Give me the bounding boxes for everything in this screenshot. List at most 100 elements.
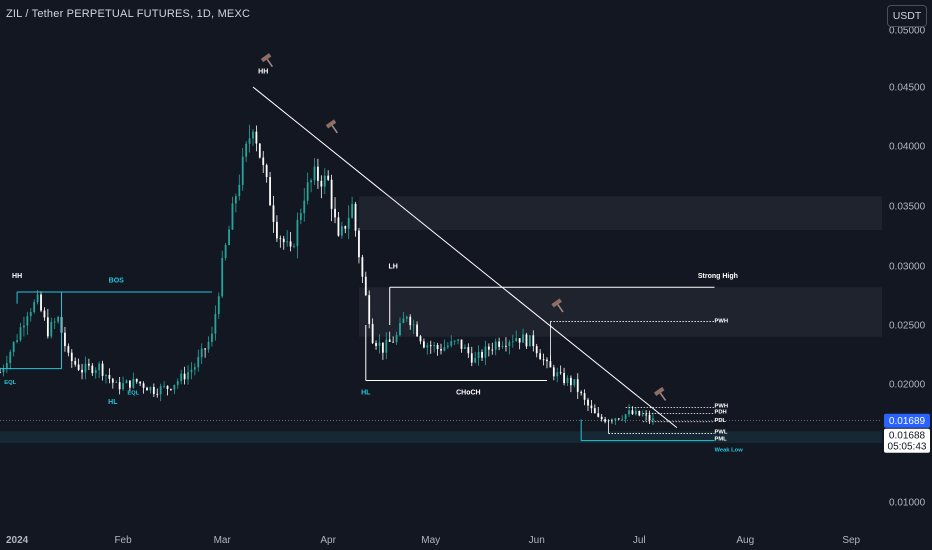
candle-body — [50, 321, 53, 337]
candle-body — [43, 310, 46, 318]
time-tick: Jul — [633, 535, 646, 546]
candle-body — [118, 382, 121, 390]
hammer-icon — [653, 386, 667, 401]
candle-body — [556, 372, 559, 377]
candle-body — [276, 221, 278, 239]
candle-body — [453, 340, 456, 342]
candle-body — [296, 219, 299, 247]
candle-body — [16, 340, 18, 342]
candle-body — [395, 335, 398, 343]
candle-body — [115, 382, 118, 383]
label-weak-low: Weak Low — [714, 447, 743, 453]
candle-body — [132, 378, 135, 388]
candle-body — [457, 339, 459, 341]
candle-body — [375, 343, 377, 346]
price-tick: 0.01000 — [889, 498, 926, 509]
candle-body — [515, 338, 518, 342]
label-bos: BOS — [109, 278, 125, 285]
candle-body — [156, 393, 159, 395]
label-pdl: PDL — [714, 418, 726, 424]
candle-body — [501, 345, 504, 347]
candle-body — [549, 361, 552, 368]
candle-body — [159, 386, 162, 395]
time-tick: May — [421, 535, 440, 546]
zone-2 — [358, 287, 882, 337]
candle-body — [470, 353, 473, 363]
candle-body — [590, 405, 593, 409]
candle-body — [238, 184, 241, 197]
candle-body — [371, 323, 374, 344]
candle-body — [91, 365, 94, 374]
candle-body — [648, 414, 651, 421]
candle-body — [340, 226, 343, 236]
candle-body — [402, 318, 405, 324]
candle-body — [306, 182, 309, 201]
currency-button[interactable]: USDT — [887, 5, 927, 27]
candle-body — [87, 363, 90, 366]
time-tick: Apr — [320, 535, 336, 546]
candle-body — [426, 345, 429, 348]
candle-body — [252, 131, 254, 139]
time-axis[interactable]: 2024 Feb Mar Apr May Jun Jul Aug Sep — [0, 528, 882, 550]
candle-body — [64, 332, 66, 347]
price-axis-bg — [882, 0, 932, 550]
candle-body — [170, 389, 172, 390]
hammer-icon — [325, 119, 338, 134]
candle-body — [628, 410, 630, 415]
candle-body — [180, 373, 183, 382]
candle-body — [330, 179, 333, 209]
candle-body — [583, 393, 586, 400]
structure-labels: HH BOS EQL HL EQL HH LH HL CHoCH Strong High PWH PW… — [4, 53, 743, 453]
candle-body — [310, 180, 312, 183]
candle-body — [9, 352, 12, 364]
candle-body — [248, 138, 251, 144]
candle-body — [135, 378, 138, 382]
candle-body — [122, 383, 124, 390]
candle-body — [258, 143, 261, 158]
candle-body — [70, 352, 73, 362]
label-lh: LH — [388, 263, 397, 270]
candle-body — [245, 143, 248, 157]
candle-body — [67, 346, 70, 353]
label-hh: HH — [258, 68, 268, 75]
label-hh: HH — [12, 273, 22, 280]
candle-body — [282, 238, 285, 243]
candle-body — [142, 383, 145, 388]
candle-body — [385, 339, 388, 353]
candle-body — [566, 377, 569, 384]
candle-body — [98, 363, 101, 371]
label-hl: HL — [361, 390, 371, 397]
trendline — [252, 86, 678, 429]
candle-body — [593, 408, 596, 414]
candle-body — [573, 379, 576, 386]
price-axis[interactable]: 0.05000 0.04500 0.04000 0.03500 0.03000 0.025… — [882, 0, 932, 550]
candle-body — [347, 217, 350, 229]
candle-body — [399, 323, 401, 336]
candle-body — [2, 368, 5, 373]
candle-body — [351, 203, 354, 218]
candle-body — [125, 380, 128, 384]
candle-body — [57, 317, 60, 322]
candle-body — [214, 313, 217, 334]
candle-body — [146, 387, 148, 391]
candle-body — [446, 345, 449, 348]
candle-body — [207, 342, 210, 350]
candle-body — [416, 324, 418, 337]
candles — [0, 124, 654, 425]
candle-body — [358, 230, 360, 258]
candle-body — [176, 381, 179, 385]
candle-body — [337, 217, 340, 236]
candle-body — [224, 244, 227, 259]
candle-body — [0, 372, 1, 373]
candle-body — [624, 414, 627, 420]
hammer-icon — [551, 298, 564, 313]
label-eql: EQL — [127, 391, 139, 397]
candle-body — [204, 348, 207, 350]
candle-body — [587, 399, 589, 406]
candle-body — [576, 379, 579, 392]
supply-zones — [0, 196, 882, 443]
candle-body — [152, 386, 155, 394]
candle-body — [378, 342, 381, 346]
candle-body — [334, 208, 336, 218]
